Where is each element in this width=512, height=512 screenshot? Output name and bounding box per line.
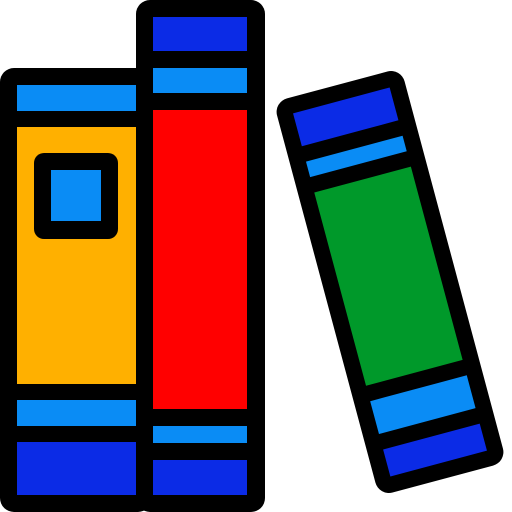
book-orange-bottom-band-dark: [17, 442, 136, 495]
book-green-bottom-band-dark: [383, 423, 487, 477]
book-orange-top-band: [17, 85, 136, 111]
book-red-bottom-band-dark: [153, 460, 247, 495]
book-orange: [0, 68, 152, 512]
book-green-bottom-band-light: [370, 375, 476, 435]
book-green-cover: [314, 166, 463, 386]
book-red-cover: [153, 110, 247, 409]
book-orange-bottom-band-light: [17, 400, 136, 426]
book-green: [276, 71, 504, 493]
book-orange-label: [51, 170, 101, 221]
book-red-bottom-band-light: [153, 426, 247, 443]
book-red-top-band-light: [153, 68, 247, 93]
book-green-top-band-dark: [293, 87, 399, 147]
book-red: [136, 0, 265, 512]
book-red-top-band-dark: [153, 17, 247, 51]
book-green-top-band-light: [305, 135, 407, 178]
